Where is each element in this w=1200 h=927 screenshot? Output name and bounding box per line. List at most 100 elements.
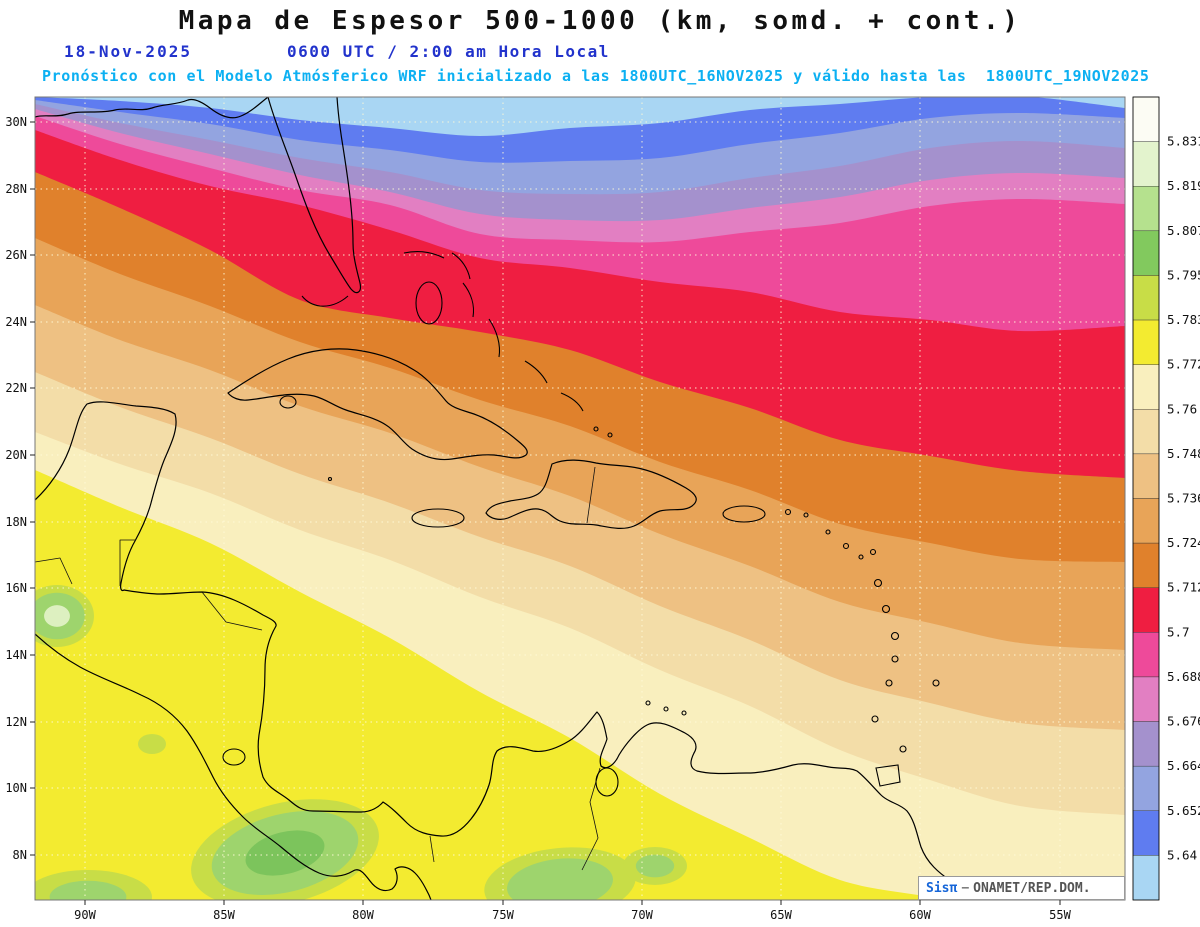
coastline-path: [462, 282, 475, 318]
colorbar-label: 5.783: [1167, 312, 1200, 327]
axis-labels-layer: 30N 28N 26N 24N 22N 20N 18N 16N 14N 12N 10N 8N 90W 85…: [5, 115, 1200, 922]
coastline-path: [451, 252, 471, 280]
island-outline: [891, 655, 899, 663]
coastline-path: [301, 295, 349, 307]
coastline-path: [267, 97, 362, 294]
island-outline: [858, 554, 864, 560]
contour-band-5.772-5.783: [35, 470, 1125, 900]
green-patch: [507, 858, 613, 900]
coastline-path: [524, 360, 548, 384]
colorbar: [1132, 96, 1160, 901]
coastline-path: [279, 395, 297, 409]
coastline-path: [35, 97, 269, 119]
map-border: [34, 96, 1126, 901]
colorbar-cell: [1132, 765, 1160, 811]
colorbar-label: 5.652: [1167, 803, 1200, 818]
colorbar-cell: [1132, 721, 1160, 767]
lake-outline: [222, 748, 246, 766]
lon-tick-label: 60W: [909, 908, 931, 922]
colorbar-cell: [1132, 96, 1160, 142]
green-patches-layer: [35, 585, 687, 900]
border-path: [581, 767, 601, 871]
colorbar-cell: [1132, 676, 1160, 722]
colorbar-cell: [1132, 319, 1160, 365]
lake-outline: [595, 767, 619, 797]
coastline-path: [35, 633, 432, 900]
coastline-path: [560, 392, 584, 412]
coastlines-layer: [35, 97, 994, 900]
colorbar-cell: [1132, 587, 1160, 633]
colorbar-label: 5.795: [1167, 267, 1200, 282]
lat-tick-label: 26N: [5, 248, 27, 262]
credit-brand: Sisπ: [926, 880, 958, 896]
green-patch: [138, 734, 166, 754]
lon-tick-label: 65W: [770, 908, 792, 922]
lat-tick-label: 14N: [5, 648, 27, 662]
colorbar-frame: [1132, 96, 1160, 901]
small-islands: [327, 426, 940, 753]
lon-tick-label: 90W: [74, 908, 96, 922]
lon-tick-label: 55W: [1049, 908, 1071, 922]
colorbar-label: 5.724: [1167, 535, 1200, 550]
map-title: Mapa de Espesor 500-1000 (km, somd. + co…: [178, 6, 1022, 36]
coastline-path: [403, 251, 445, 259]
lon-tick-label: 70W: [631, 908, 653, 922]
island-outline: [784, 508, 792, 516]
island-outline: [873, 578, 883, 588]
colorbar-cell: [1132, 542, 1160, 588]
lat-tick-label: 16N: [5, 581, 27, 595]
forecast-description: Pronóstico con el Modelo Atmósferico WRF…: [42, 67, 1150, 85]
coastline-path: [411, 508, 465, 528]
border-path: [429, 835, 435, 863]
island-outline: [869, 548, 877, 556]
island-outline: [871, 715, 879, 723]
island-outline: [803, 512, 809, 518]
island-outline: [899, 745, 907, 753]
coastline-path: [722, 505, 766, 523]
island-outline: [663, 706, 669, 712]
coastline-path: [485, 459, 697, 530]
credit-org: ONAMET/REP.DOM.: [973, 880, 1091, 896]
colorbar-cell: [1132, 364, 1160, 410]
colorbar-label: 5.76: [1167, 401, 1197, 416]
colorbar-label: 5.688: [1167, 669, 1200, 684]
contour-bands-layer: [35, 97, 1125, 900]
colorbar-label: 5.819: [1167, 178, 1200, 193]
lat-tick-label: 10N: [5, 781, 27, 795]
green-patch: [44, 605, 70, 627]
colorbar-cell: [1132, 453, 1160, 499]
colorbar-label: 5.64: [1167, 847, 1197, 862]
lon-tick-label: 85W: [213, 908, 235, 922]
island-outline: [881, 604, 891, 614]
colorbar-cell: [1132, 855, 1160, 901]
colorbar-label: 5.676: [1167, 714, 1200, 729]
island-outline: [932, 679, 940, 687]
colorbar-cell: [1132, 275, 1160, 321]
colorbar-label: 5.712: [1167, 580, 1200, 595]
colorbar-label: 5.736: [1167, 491, 1200, 506]
lat-tick-label: 12N: [5, 715, 27, 729]
colorbar-label: 5.772: [1167, 357, 1200, 372]
lat-tick-label: 30N: [5, 115, 27, 129]
island-outline: [607, 432, 613, 438]
border-path: [35, 557, 73, 585]
lat-tick-label: 20N: [5, 448, 27, 462]
credit-dash: −: [961, 880, 970, 896]
credit-box: Sisπ − ONAMET/REP.DOM.: [918, 876, 1125, 900]
island-outline: [645, 700, 651, 706]
colorbar-cell: [1132, 498, 1160, 544]
colorbar-cell: [1132, 141, 1160, 187]
forecast-time: 0600 UTC / 2:00 am Hora Local: [287, 42, 610, 61]
border-path: [586, 466, 596, 524]
latlon-grid-layer: [35, 97, 1125, 900]
coastline-path: [227, 348, 528, 461]
colorbar-cell: [1132, 186, 1160, 232]
island-outline: [327, 476, 333, 482]
colorbar-cell: [1132, 230, 1160, 276]
colorbar-label: 5.807: [1167, 223, 1200, 238]
border-path: [201, 591, 263, 631]
green-patch: [49, 880, 127, 900]
island-outline: [681, 710, 687, 716]
